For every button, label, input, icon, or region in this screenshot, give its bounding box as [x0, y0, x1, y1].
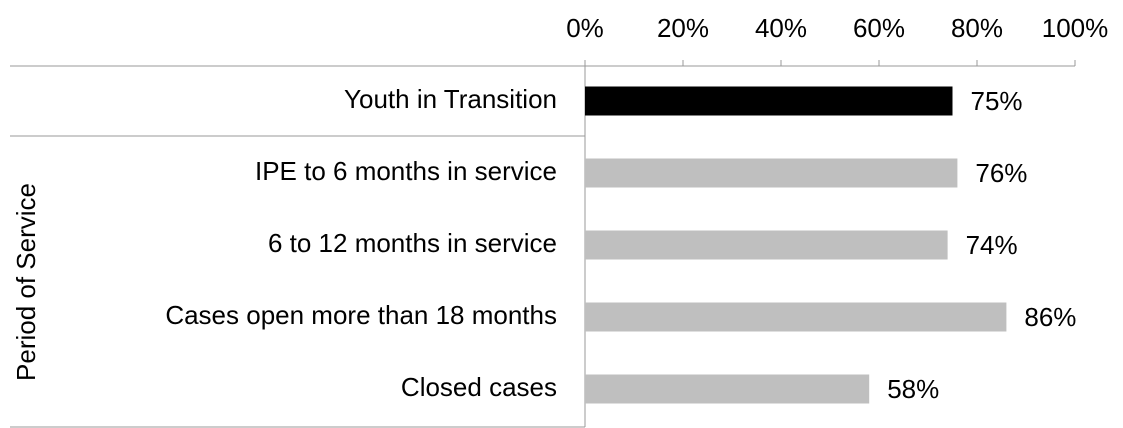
bar	[585, 302, 1007, 332]
value-label: 76%	[975, 158, 1027, 188]
x-tick-label: 0%	[566, 13, 604, 43]
category-label: Closed cases	[401, 372, 557, 402]
x-tick-label: 100%	[1042, 13, 1109, 43]
x-tick-label: 20%	[657, 13, 709, 43]
bar	[585, 158, 958, 188]
category-label: Cases open more than 18 months	[165, 300, 557, 330]
x-tick-label: 60%	[853, 13, 905, 43]
category-label: IPE to 6 months in service	[255, 156, 557, 186]
value-label: 75%	[971, 86, 1023, 116]
value-label: 58%	[887, 374, 939, 404]
category-label: Youth in Transition	[344, 84, 557, 114]
group-label: Period of Service	[11, 183, 41, 381]
x-tick-label: 40%	[755, 13, 807, 43]
x-tick-label: 80%	[951, 13, 1003, 43]
bar	[585, 374, 870, 404]
bar	[585, 86, 953, 116]
value-label: 86%	[1024, 302, 1076, 332]
category-label: 6 to 12 months in service	[268, 228, 557, 258]
bar	[585, 230, 948, 260]
value-label: 74%	[966, 230, 1018, 260]
